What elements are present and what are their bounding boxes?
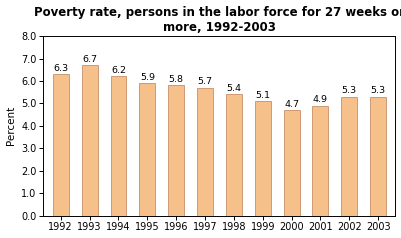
Bar [197,88,213,215]
Bar [53,74,69,215]
Bar [111,76,126,215]
Title: Poverty rate, persons in the labor force for 27 weeks or
more, 1992-2003: Poverty rate, persons in the labor force… [34,5,401,34]
Bar [284,110,300,215]
Text: 5.3: 5.3 [371,86,386,95]
Y-axis label: Percent: Percent [6,106,16,145]
Text: 6.3: 6.3 [53,64,68,73]
Text: 5.8: 5.8 [169,75,184,84]
Text: 6.2: 6.2 [111,66,126,75]
Text: 5.9: 5.9 [140,73,155,82]
Text: 5.3: 5.3 [342,86,357,95]
Bar [168,85,184,215]
Bar [255,101,271,215]
Text: 4.9: 4.9 [313,95,328,104]
Text: 6.7: 6.7 [82,55,97,64]
Bar [341,97,357,215]
Bar [140,83,155,215]
Text: 5.1: 5.1 [255,91,270,100]
Text: 5.4: 5.4 [226,84,241,93]
Text: 5.7: 5.7 [198,77,213,86]
Text: 4.7: 4.7 [284,100,299,109]
Bar [370,97,386,215]
Bar [226,94,242,215]
Bar [82,65,97,215]
Bar [312,106,328,215]
